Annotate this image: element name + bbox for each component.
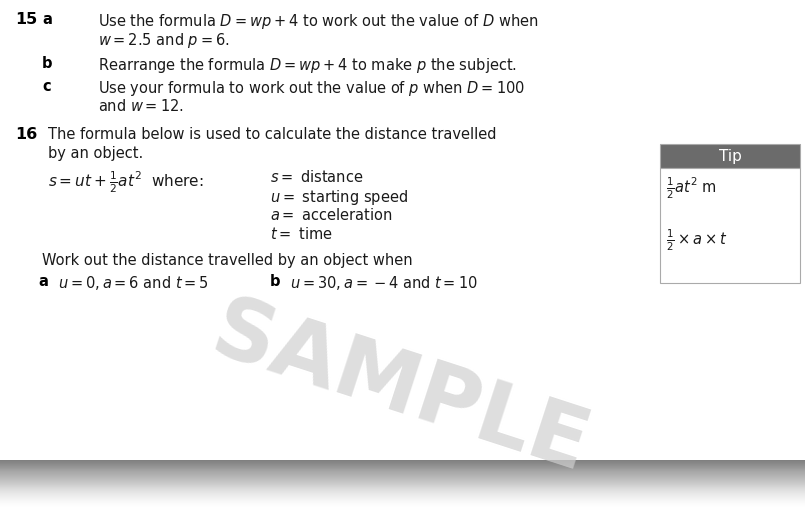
Text: 15: 15 — [15, 12, 37, 27]
Text: b: b — [270, 274, 280, 289]
Text: Rearrange the formula $D=wp+4$ to make $p$ the subject.: Rearrange the formula $D=wp+4$ to make $… — [98, 56, 517, 75]
Text: $u=0, a=6$ and $t=5$: $u=0, a=6$ and $t=5$ — [58, 274, 208, 292]
Text: a: a — [42, 12, 52, 27]
FancyBboxPatch shape — [660, 144, 800, 168]
Text: Use your formula to work out the value of $p$ when $D=100$: Use your formula to work out the value o… — [98, 79, 525, 98]
Text: a: a — [38, 274, 47, 289]
Text: $w=2.5$ and $p=6$.: $w=2.5$ and $p=6$. — [98, 31, 229, 50]
Text: Tip: Tip — [719, 149, 741, 163]
Text: 16: 16 — [15, 127, 37, 142]
Text: Work out the distance travelled by an object when: Work out the distance travelled by an ob… — [42, 253, 413, 268]
Text: b: b — [42, 56, 52, 71]
Text: $t=$ time: $t=$ time — [270, 226, 332, 242]
Text: and $w=12$.: and $w=12$. — [98, 98, 184, 114]
Text: $s=$ distance: $s=$ distance — [270, 169, 364, 185]
Text: $u=30, a=-4$ and $t=10$: $u=30, a=-4$ and $t=10$ — [290, 274, 477, 292]
Text: $s = ut + \frac{1}{2}at^2$  where:: $s = ut + \frac{1}{2}at^2$ where: — [48, 169, 204, 195]
Text: $a=$ acceleration: $a=$ acceleration — [270, 207, 393, 223]
Text: $\frac{1}{2}at^2$ m: $\frac{1}{2}at^2$ m — [666, 176, 716, 201]
Text: Use the formula $D=wp+4$ to work out the value of $D$ when: Use the formula $D=wp+4$ to work out the… — [98, 12, 539, 31]
Text: $u=$ starting speed: $u=$ starting speed — [270, 188, 408, 207]
Text: by an object.: by an object. — [48, 146, 143, 161]
Text: The formula below is used to calculate the distance travelled: The formula below is used to calculate t… — [48, 127, 497, 142]
Text: SAMPLE: SAMPLE — [201, 290, 599, 490]
Text: $\frac{1}{2}\times a\times t$: $\frac{1}{2}\times a\times t$ — [666, 228, 728, 254]
FancyBboxPatch shape — [660, 168, 800, 283]
Text: c: c — [42, 79, 51, 94]
